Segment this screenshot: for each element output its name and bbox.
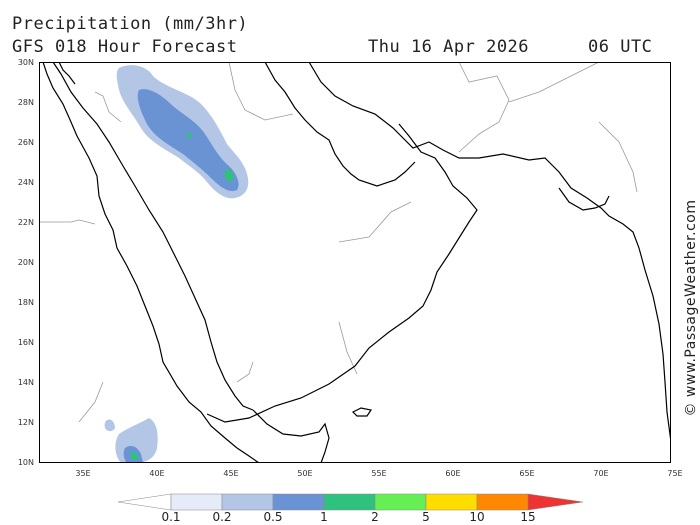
precip-small-1 [104,419,115,431]
legend-swatch-3 [272,493,325,511]
coast-persian-gulf-west [264,62,416,187]
lat-label-24n: 24N [17,178,34,187]
lat-label-12n: 12N [17,418,34,427]
legend-swatch-1 [170,493,223,511]
coast-africa-red-sea [42,62,260,463]
precip-heavy-north [224,169,234,182]
legend-swatch-7 [476,493,529,511]
coast-india-gujarat [558,187,610,211]
lat-label-30n: 30N [17,58,34,67]
coast-gulf-of-aden [206,123,478,423]
lon-label-45e: 45E [223,469,239,478]
lon-label-35e: 35E [75,469,91,478]
coast-sinai [58,62,76,85]
coast-socotra [351,407,372,417]
legend-swatch-over [527,493,583,511]
coast-somalia [252,409,330,463]
legend-swatch-4 [323,493,376,511]
precip-small-2 [124,431,132,441]
credit-text: © www.PassageWeather.com [683,199,699,417]
precipitation-legend [118,493,583,511]
lon-label-60e: 60E [445,469,461,478]
legend-label-5: 5 [422,510,430,524]
legend-swatch-under [118,493,172,511]
lon-label-65e: 65E [519,469,535,478]
lat-label-26n: 26N [17,138,34,147]
forecast-subtitle: GFS 018 Hour Forecast [12,37,238,57]
lat-label-20n: 20N [17,258,34,267]
lon-label-70e: 70E [593,469,609,478]
forecast-time: 06 UTC [588,37,653,57]
legend-label-10: 10 [469,510,485,524]
legend-label-1: 1 [320,510,328,524]
precipitation-areas [104,65,249,463]
precipitation-map[interactable] [39,62,671,463]
map-background [39,62,671,463]
coastlines [42,62,671,463]
legend-swatch-6 [425,493,478,511]
chart-title: Precipitation (mm/3hr) [12,14,249,34]
map-border [39,62,671,463]
legend-swatch-2 [221,493,274,511]
lat-label-14n: 14N [17,378,34,387]
coast-persian-gulf-east [308,62,671,443]
legend-label-0-5: 0.5 [263,510,283,524]
lat-label-16n: 16N [17,338,34,347]
country-borders [39,62,638,423]
lon-label-75e: 75E [667,469,683,478]
legend-label-2: 2 [371,510,379,524]
legend-label-0-2: 0.2 [212,510,232,524]
forecast-date: Thu 16 Apr 2026 [368,37,530,57]
precip-heavy-north-2 [186,133,192,139]
lat-label-28n: 28N [17,98,34,107]
lat-label-18n: 18N [17,298,34,307]
lat-label-22n: 22N [17,218,34,227]
precip-heavy-south [130,451,139,460]
lon-label-55e: 55E [371,469,387,478]
coast-arabia-red-sea [52,62,254,411]
legend-label-15: 15 [520,510,536,524]
lon-label-50e: 50E [297,469,313,478]
lat-label-10n: 10N [17,458,34,467]
legend-label-0-1: 0.1 [161,510,181,524]
precip-mid-north [137,89,239,192]
legend-swatch-5 [374,493,427,511]
lon-label-40e: 40E [149,469,165,478]
